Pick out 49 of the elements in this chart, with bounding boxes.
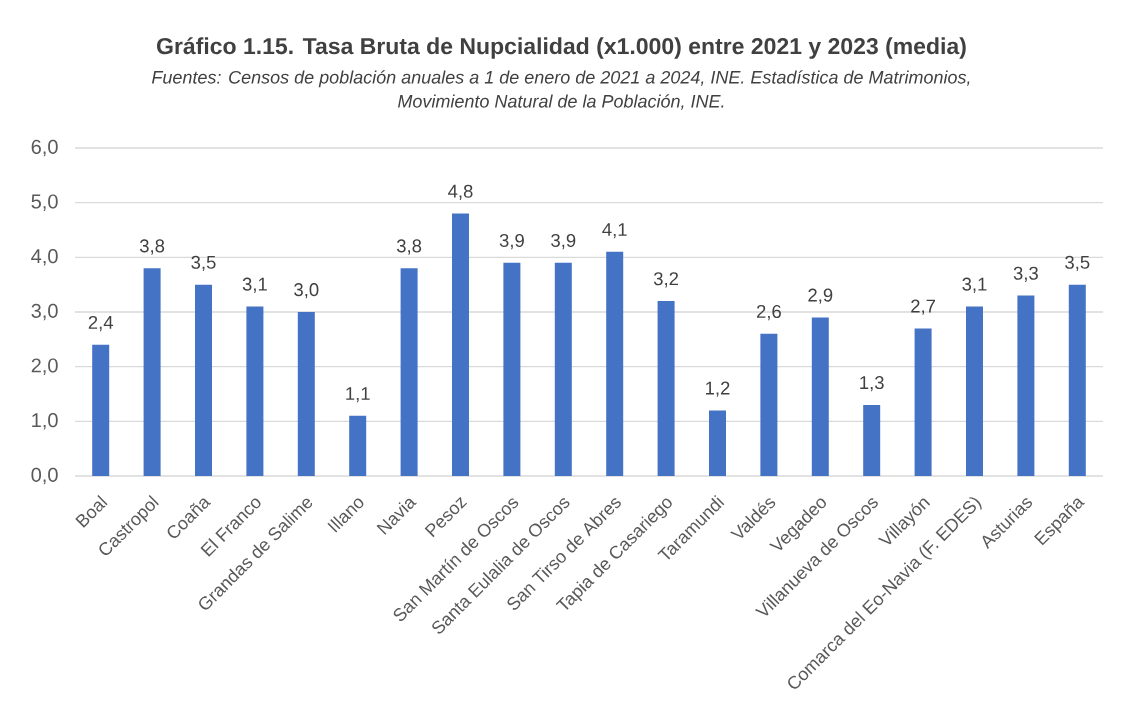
bar [965,306,983,476]
bar [349,415,367,476]
bar [1017,295,1035,476]
data-label: 3,8 [396,239,422,255]
data-label: 3,1 [242,277,267,293]
data-label: 3,9 [499,233,524,250]
bar [811,317,829,476]
data-label: 3,2 [653,272,679,288]
bar [606,251,624,476]
bar [1068,284,1086,476]
y-tick-label: 5,0 [31,194,58,211]
data-label: 2,9 [808,288,833,304]
data-label: 3,5 [191,255,216,272]
bar [246,306,264,476]
data-label: 1,3 [860,376,884,392]
data-label: 4,1 [602,223,627,239]
data-label: 3,8 [139,239,165,255]
data-label: 2,4 [88,315,114,332]
bar [297,312,315,476]
data-label: 3,5 [1065,255,1090,272]
y-tick-label: 6,0 [31,139,58,157]
data-label: 1,1 [346,387,370,403]
data-label: 1,2 [706,381,730,397]
source-note: Fuentes: Censos de población anuales a 1 de enero de 2021 a 2024, INE. Estadística de Matrimonios, Movimiento Natural de la Población, INE. [151,70,970,110]
bar [657,301,675,476]
bar [143,268,161,476]
bar [554,262,572,476]
chart-title: Gráfico 1.15. Tasa Bruta de Nupcialidad (x1.000) entre 2021 y 2023 (media) [156,37,966,59]
y-tick-label: 1,0 [32,413,58,430]
data-label: 2,6 [756,304,781,321]
data-label: 3,0 [294,283,319,299]
bar [914,328,932,476]
bar [195,284,212,476]
y-tick-label: 0,0 [31,467,58,485]
data-label: 3,9 [551,233,576,250]
bar [400,268,418,476]
bar [92,344,110,476]
bar [452,213,469,476]
data-label: 3,3 [1013,266,1038,282]
y-tick-label: 3,0 [31,303,58,321]
data-label: 3,1 [962,277,987,293]
bar [863,404,881,476]
y-tick-label: 4,0 [31,249,58,266]
bar [760,333,778,476]
data-label: 4,8 [448,184,473,200]
bar [503,262,521,476]
y-tick-label: 2,0 [31,358,58,375]
data-label: 2,7 [911,299,936,315]
bar [708,410,726,476]
